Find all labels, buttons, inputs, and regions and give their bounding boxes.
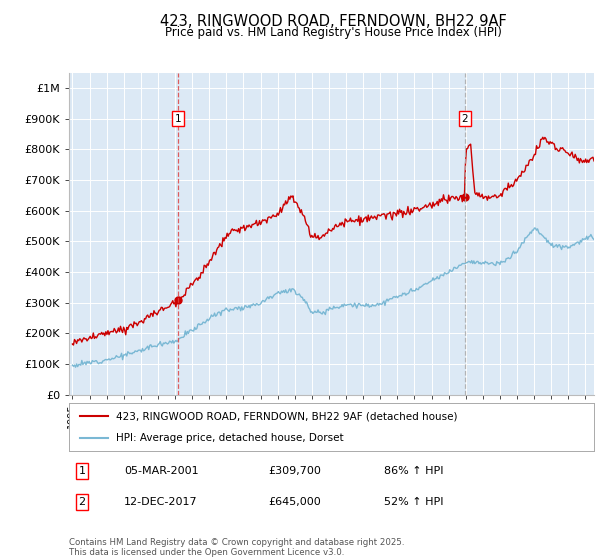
Text: 12-DEC-2017: 12-DEC-2017 <box>124 497 198 507</box>
Text: 2: 2 <box>461 114 468 124</box>
Text: Contains HM Land Registry data © Crown copyright and database right 2025.
This d: Contains HM Land Registry data © Crown c… <box>69 538 404 557</box>
Text: 1: 1 <box>79 466 86 476</box>
Text: 423, RINGWOOD ROAD, FERNDOWN, BH22 9AF (detached house): 423, RINGWOOD ROAD, FERNDOWN, BH22 9AF (… <box>116 411 458 421</box>
Text: Price paid vs. HM Land Registry's House Price Index (HPI): Price paid vs. HM Land Registry's House … <box>164 26 502 39</box>
Text: 1: 1 <box>175 114 181 124</box>
Text: HPI: Average price, detached house, Dorset: HPI: Average price, detached house, Dors… <box>116 433 344 443</box>
Text: £309,700: £309,700 <box>269 466 322 476</box>
Text: 423, RINGWOOD ROAD, FERNDOWN, BH22 9AF: 423, RINGWOOD ROAD, FERNDOWN, BH22 9AF <box>160 14 506 29</box>
Text: 52% ↑ HPI: 52% ↑ HPI <box>384 497 443 507</box>
Text: 2: 2 <box>79 497 86 507</box>
Text: 86% ↑ HPI: 86% ↑ HPI <box>384 466 443 476</box>
Text: £645,000: £645,000 <box>269 497 321 507</box>
Text: 05-MAR-2001: 05-MAR-2001 <box>124 466 199 476</box>
